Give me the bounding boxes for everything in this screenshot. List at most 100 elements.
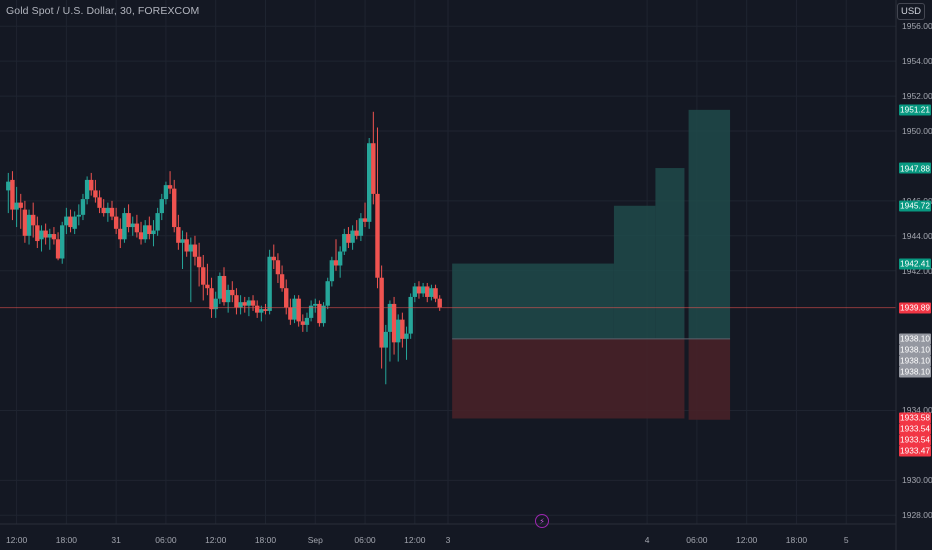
candle-body	[205, 284, 210, 289]
lightning-icon[interactable]: ⚡	[535, 514, 549, 528]
candle-body	[387, 303, 393, 332]
candle-body	[254, 305, 260, 313]
candle-body	[375, 193, 380, 278]
candle-body	[329, 260, 335, 282]
candle-body	[138, 232, 144, 240]
price-label-stop: 1933.54	[899, 423, 931, 435]
candle-body	[263, 309, 268, 311]
price-label-entry: 1938.10	[899, 344, 931, 356]
candle-body	[275, 260, 281, 275]
price-label-last: 1939.89	[899, 302, 931, 314]
candle-body	[163, 185, 169, 200]
candle-body	[250, 300, 256, 306]
candle-body	[425, 286, 430, 297]
candle-body	[64, 216, 69, 226]
candle-body	[391, 303, 397, 343]
candle-body	[383, 331, 388, 348]
candle-body	[35, 225, 40, 242]
candle-body	[379, 277, 384, 348]
price-tick-label: 1928.00	[902, 510, 932, 521]
candle-body	[142, 225, 148, 240]
price-tick-label: 1956.00	[902, 21, 932, 32]
candle-body	[333, 260, 339, 266]
candle-body	[84, 179, 90, 200]
currency-button[interactable]: USD	[897, 3, 925, 20]
candle-body	[300, 321, 306, 325]
candle-body	[213, 298, 218, 310]
candle-body	[221, 275, 227, 303]
candle-body	[317, 303, 322, 324]
candle-body	[68, 216, 73, 228]
time-tick-label: 5	[843, 535, 849, 545]
time-tick-label: 18:00	[785, 535, 808, 545]
candle-body	[234, 295, 239, 308]
candle-body	[238, 302, 243, 308]
candle-body	[230, 289, 235, 296]
candle-body	[55, 239, 61, 259]
price-label-stop: 1933.58	[899, 412, 931, 424]
candle-body	[350, 230, 355, 243]
grid-lines	[0, 0, 896, 524]
candle-body	[337, 251, 343, 266]
target-zone	[613, 205, 656, 339]
price-label-stop: 1933.47	[899, 445, 931, 457]
candle-body	[217, 275, 223, 299]
candle-body	[126, 213, 131, 228]
time-tick-label: 3	[445, 535, 451, 545]
candle-body	[130, 223, 135, 228]
candle-body	[342, 234, 347, 252]
candle-body	[180, 239, 185, 243]
price-label-stop: 1933.54	[899, 434, 931, 446]
candle-body	[113, 216, 119, 229]
symbol-title[interactable]: Gold Spot / U.S. Dollar, 30, FOREXCOM	[6, 5, 200, 17]
candle-body	[416, 286, 422, 294]
candle-body	[267, 256, 272, 311]
candle-body	[437, 298, 442, 308]
time-tick-label: 06:00	[155, 535, 177, 545]
time-tick-label: 31	[111, 535, 121, 545]
candle-body	[188, 244, 194, 252]
stop-zone	[452, 338, 685, 419]
projection-zones	[452, 109, 731, 420]
candle-body	[80, 199, 86, 215]
candle-body	[101, 207, 106, 214]
candle-body	[30, 214, 36, 226]
candle-body	[155, 213, 160, 231]
candle-body	[118, 228, 123, 240]
price-tick-label: 1952.00	[902, 91, 932, 102]
candle-body	[134, 223, 140, 233]
candle-body	[246, 300, 252, 306]
candle-body	[362, 218, 368, 222]
candle-body	[6, 181, 11, 191]
candle-body	[400, 319, 405, 339]
time-tick-label: 18:00	[254, 535, 277, 545]
price-tick-label: 1944.00	[902, 230, 932, 241]
target-zone	[688, 109, 731, 339]
candle-body	[308, 305, 314, 318]
candle-body	[371, 143, 376, 194]
candle-body	[60, 225, 65, 259]
price-label-target: 1951.21	[899, 104, 931, 116]
price-label-target: 1945.72	[899, 200, 931, 212]
candle-body	[292, 298, 297, 320]
candle-body	[346, 234, 351, 243]
time-tick-label: 18:00	[55, 535, 77, 545]
candle-body	[76, 214, 82, 217]
candle-body	[151, 230, 156, 235]
candle-body	[271, 256, 276, 261]
candle-body	[47, 234, 52, 238]
candle-body	[72, 216, 77, 229]
candle-body	[412, 286, 418, 297]
price-tick-label: 1934.00	[902, 405, 932, 416]
candle-body	[51, 234, 57, 240]
candle-body	[184, 239, 189, 252]
candle-body	[296, 298, 301, 322]
candle-body	[192, 244, 198, 257]
candle-body	[93, 190, 98, 198]
candle-body	[176, 227, 181, 243]
candle-body	[429, 288, 434, 297]
candle-body	[404, 333, 409, 339]
candle-body	[354, 230, 359, 236]
candle-body	[122, 213, 127, 240]
